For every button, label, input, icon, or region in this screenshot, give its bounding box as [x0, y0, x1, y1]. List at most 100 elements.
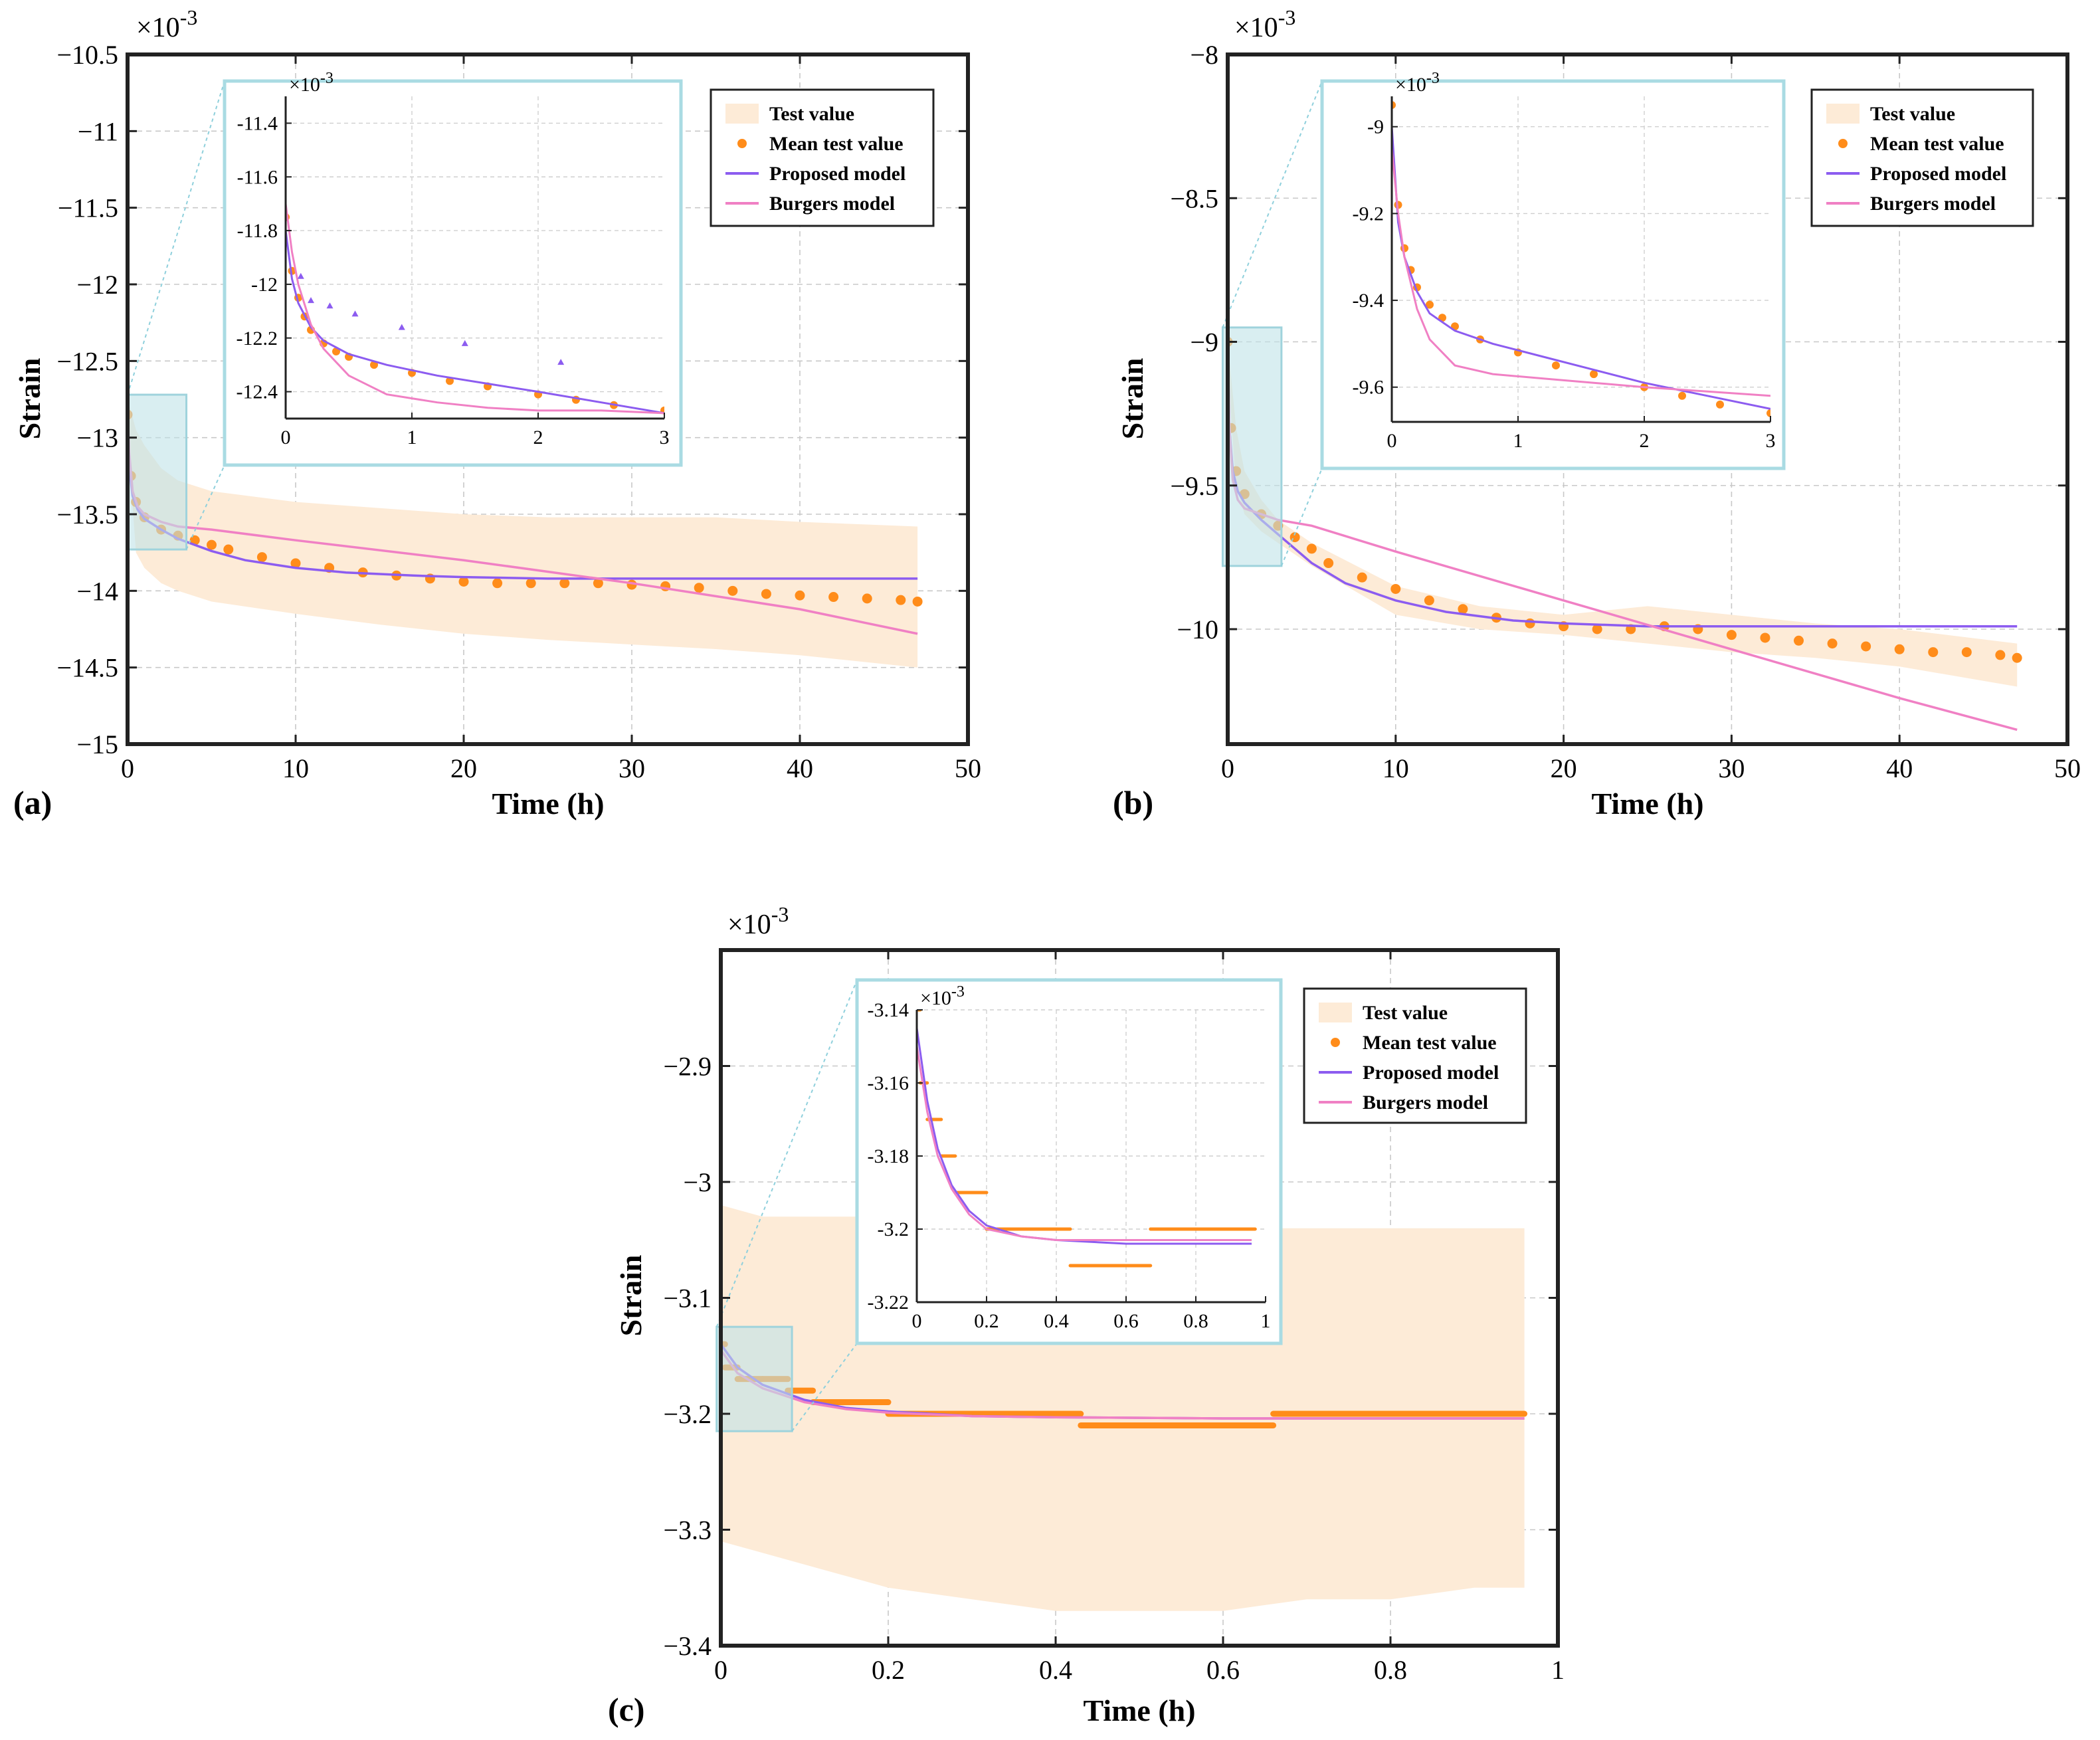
- y-multiplier: ×10-3: [1234, 5, 1295, 43]
- mean-test-point: [559, 578, 570, 589]
- inset-x-tick-label: 0.4: [1044, 1310, 1069, 1332]
- inset-y-tick-label: -3.16: [868, 1072, 909, 1094]
- zoom-region-box: [126, 393, 188, 551]
- mean-test-point: [1323, 558, 1334, 569]
- legend-swatch-dot: [1331, 1038, 1340, 1047]
- series-burgers-model: [917, 1046, 1252, 1241]
- inset-y-tick-label: -3.18: [868, 1145, 909, 1167]
- mean-test-point: [1357, 572, 1367, 583]
- legend: Test value Mean test value Proposed model B…: [1303, 987, 1527, 1124]
- series-markers: [297, 272, 565, 365]
- mean-test-point: [1525, 618, 1535, 628]
- inset-y-tick-label: -11.4: [237, 112, 278, 134]
- inset-x-tick-label: 1: [407, 427, 417, 448]
- zoom-connector: [716, 979, 858, 1327]
- mean-test-point: [862, 593, 872, 604]
- test-value-band: [128, 399, 918, 668]
- inset-frame: [1320, 79, 1786, 470]
- x-tick-label: 30: [1718, 753, 1745, 783]
- y-tick-label: −10: [1177, 615, 1218, 644]
- inset-frame: [855, 978, 1283, 1345]
- inset-y-tick-label: -9.6: [1353, 377, 1384, 399]
- x-tick-label: 10: [282, 753, 309, 783]
- inset-plot: 0 1 2 3-12.4-12.2-12-11.8-11.6-11.4×10-3: [237, 70, 670, 448]
- inset-plot: 0 0.2 0.4 0.6 0.8 1-3.22-3.2-3.18-3.16-3.14×1…: [868, 983, 1271, 1332]
- series-proposed-model: [286, 230, 664, 415]
- burgers-model-line: [1392, 148, 1770, 397]
- mean-test-point: [290, 558, 301, 569]
- triangle-marker: [326, 302, 334, 309]
- mean-test-point: [1716, 400, 1724, 409]
- mean-test-point: [1306, 543, 1317, 554]
- mean-test-point: [795, 590, 805, 601]
- y-tick-label: −8: [1190, 40, 1218, 70]
- inset-x-tick-label: 0.6: [1113, 1310, 1139, 1332]
- mean-test-point: [1726, 630, 1737, 640]
- inset-plot: 0 1 2 3-9.6-9.4-9.2-9×10-3: [1353, 70, 1776, 452]
- legend-label: Test value: [769, 103, 854, 125]
- inset-x-tick-label: 3: [1766, 430, 1776, 452]
- zoom-connector: [1222, 80, 1323, 328]
- legend-label: Proposed model: [769, 163, 906, 185]
- y-axis-title: Strain: [1115, 358, 1149, 440]
- inset-x-tick-label: 1: [1513, 430, 1523, 452]
- panel-label: (a): [13, 784, 52, 821]
- mean-test-point: [446, 377, 454, 385]
- chart-panel-a: 0 10 20 30 40 50−15−14.5−14−13.5−13−12.5−12−1…: [13, 5, 981, 821]
- mean-test-point: [1861, 641, 1871, 652]
- legend-label: Burgers model: [769, 193, 895, 215]
- x-tick-label: 0.8: [1374, 1655, 1407, 1685]
- inset-frame: [223, 79, 683, 467]
- inset-x-tick-label: 0.8: [1183, 1310, 1208, 1332]
- triangle-marker: [308, 297, 314, 304]
- zoom-region-box: [1221, 326, 1283, 567]
- x-tick-label: 40: [1886, 753, 1913, 783]
- mean-test-point: [1928, 647, 1939, 658]
- y-tick-label: −14.5: [56, 653, 118, 683]
- zoom-connector: [185, 464, 225, 550]
- legend-label: Test value: [1870, 103, 1955, 125]
- y-tick-label: −3.4: [663, 1631, 712, 1661]
- legend-swatch-dot: [1838, 139, 1848, 148]
- mean-test-point: [2012, 652, 2022, 663]
- inset-x-tick-label: 2: [533, 427, 543, 448]
- x-tick-label: 0.6: [1206, 1655, 1240, 1685]
- mean-test-point: [896, 595, 906, 605]
- x-tick-label: 40: [787, 753, 813, 783]
- triangle-marker: [398, 324, 405, 330]
- y-tick-label: −12.5: [56, 346, 118, 376]
- mean-test-point: [1995, 650, 2006, 660]
- inset-y-tick-label: -12.2: [237, 328, 278, 349]
- legend-swatch-band: [1826, 104, 1860, 124]
- legend-label: Proposed model: [1870, 163, 2006, 185]
- series-proposed-model: [917, 1028, 1252, 1245]
- inset-y-tick-label: -12: [251, 274, 278, 296]
- series-burgers-model: [1392, 148, 1770, 397]
- series-test-value: [128, 399, 918, 668]
- y-tick-label: −3.3: [663, 1515, 712, 1545]
- inset-x-tick-label: 0: [1387, 430, 1397, 452]
- inset-y-tick-label: -9.4: [1353, 290, 1384, 312]
- x-tick-label: 0.4: [1039, 1655, 1072, 1685]
- legend: Test value Mean test value Proposed model B…: [1810, 88, 2034, 227]
- legend-label: Burgers model: [1870, 193, 1996, 215]
- y-tick-label: −2.9: [663, 1052, 712, 1082]
- series-burgers-model: [286, 203, 664, 415]
- mean-test-point: [1794, 635, 1804, 646]
- mean-test-point: [1827, 638, 1838, 649]
- mean-test-point: [1760, 632, 1770, 643]
- mean-test-point: [694, 583, 704, 593]
- x-tick-label: 10: [1383, 753, 1409, 783]
- inset-y-tick-label: -12.4: [237, 381, 278, 403]
- x-tick-label: 30: [619, 753, 645, 783]
- x-tick-label: 0: [121, 753, 134, 783]
- x-tick-label: 1: [1551, 1655, 1565, 1685]
- x-tick-label: 0.2: [872, 1655, 905, 1685]
- y-tick-label: −13: [76, 423, 118, 453]
- x-tick-label: 50: [2054, 753, 2081, 783]
- zoom-region-box: [716, 1325, 793, 1432]
- mean-test-point: [1678, 391, 1686, 400]
- legend: Test value Mean test value Proposed model B…: [710, 88, 935, 227]
- inset-x-tick-label: 1: [1261, 1310, 1271, 1332]
